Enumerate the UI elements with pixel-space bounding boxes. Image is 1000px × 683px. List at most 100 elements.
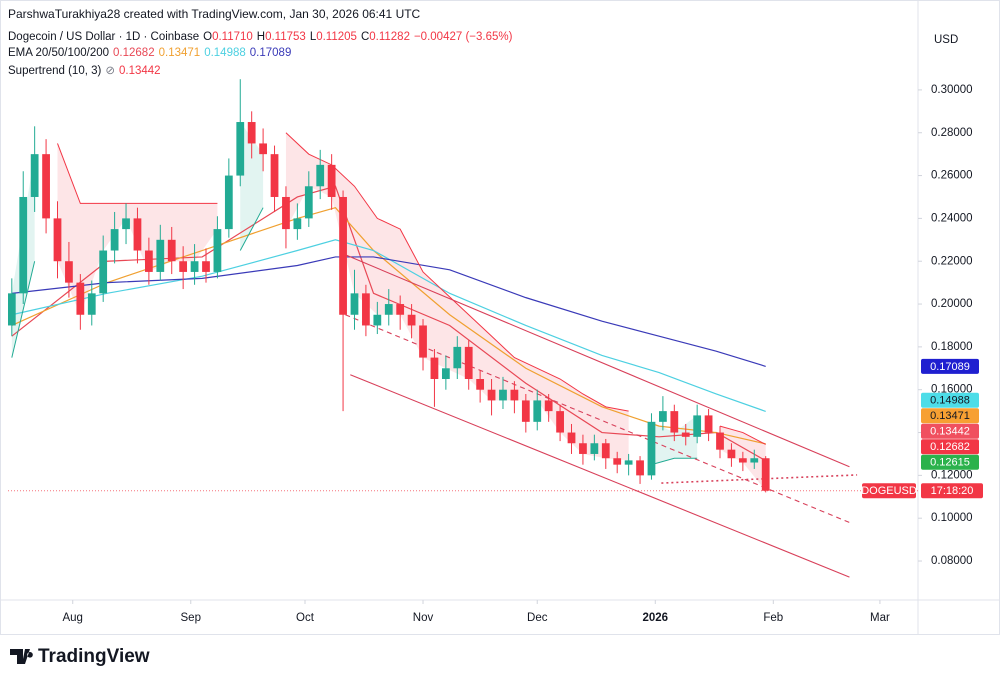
supertrend-line — [57, 132, 766, 445]
ohlc-key: O — [203, 31, 213, 43]
x-tick-label: Dec — [527, 612, 548, 624]
candle-body — [430, 357, 439, 380]
candle-body — [156, 239, 165, 272]
candle-body — [339, 196, 347, 315]
candle-body — [373, 314, 382, 326]
symbol: Dogecoin / US Dollar · 1D · Coinbase — [8, 31, 200, 43]
price-tag — [921, 483, 983, 499]
price-tag-label: 0.13442 — [930, 426, 970, 438]
supertrend-legend: Supertrend (10, 3) ⊘ 0.13442 — [8, 63, 165, 77]
y-tick-label: 0.26000 — [931, 170, 973, 182]
candle-body — [716, 432, 724, 450]
candle-body — [270, 154, 279, 197]
ohlc-key: L — [309, 31, 317, 43]
credit: ParshwaTurakhiya28 created with TradingV… — [8, 7, 421, 21]
candle-body — [99, 250, 108, 294]
candle-body — [259, 143, 267, 155]
candle-body — [8, 293, 16, 326]
supertrend-line — [11, 207, 698, 466]
candle-body — [293, 218, 302, 230]
price-tag — [921, 358, 979, 374]
candle-body — [167, 239, 176, 262]
axes: 0.080000.100000.120000.140000.160000.180… — [62, 84, 983, 624]
candle-body — [704, 415, 713, 433]
candle-body — [87, 293, 96, 315]
candle-body — [601, 443, 610, 459]
ohlc-value: 0.11753 — [265, 31, 306, 43]
price-tag-label: 0.12682 — [930, 441, 970, 453]
candle-body — [590, 443, 599, 454]
trend-line — [345, 254, 850, 468]
candle-body — [476, 379, 485, 390]
price-tag — [921, 454, 979, 470]
candle-body — [202, 261, 210, 272]
ema-value: 0.12682 — [113, 47, 155, 59]
ohlc-value: 0.11710 — [212, 31, 253, 43]
candle-body — [30, 154, 39, 197]
x-tick-label: Sep — [181, 612, 201, 624]
symbol-tag-label: DOGEUSD — [861, 485, 917, 497]
x-tick-label: Mar — [870, 612, 890, 624]
x-tick-label: 2026 — [642, 612, 668, 624]
x-tick-label: Oct — [296, 612, 315, 624]
candle-body — [647, 421, 656, 476]
candle-body — [213, 229, 222, 272]
candle-body — [53, 218, 62, 262]
ema-label: EMA 20/50/100/200 — [8, 47, 110, 59]
candle-body — [362, 293, 370, 326]
candle-body — [761, 458, 770, 491]
candle-body — [727, 449, 736, 459]
candle-body — [144, 250, 153, 272]
candle-body — [624, 460, 633, 465]
candle-body — [544, 400, 553, 412]
price-tag-label: 0.14988 — [930, 395, 970, 407]
y-tick-label: 0.24000 — [931, 212, 973, 224]
candle-body — [42, 154, 50, 219]
ema-legend: EMA 20/50/100/200 0.12682 0.13471 0.14988 0.… — [8, 47, 295, 59]
price-tag — [921, 408, 979, 424]
candle-body — [76, 282, 85, 315]
price-tag — [921, 392, 979, 408]
logo-icon — [10, 649, 33, 664]
candle-body — [567, 432, 576, 444]
ema-value: 0.14988 — [204, 47, 246, 59]
plot — [8, 79, 918, 578]
trend-fill — [285, 132, 629, 461]
candle-body — [236, 122, 245, 176]
supertrend-label: Supertrend (10, 3) — [8, 65, 102, 77]
price-tag-label: 0.12615 — [930, 457, 970, 469]
candle-body — [510, 389, 519, 401]
candle-body — [304, 186, 313, 219]
candle-body — [190, 261, 199, 272]
logo-text: TradingView — [38, 646, 150, 667]
candle-body — [521, 400, 530, 422]
candle-body — [133, 218, 142, 251]
price-tag-label: 0.17089 — [930, 361, 970, 373]
candle-body — [464, 346, 473, 380]
trend-fill — [240, 122, 264, 251]
candle-body — [419, 325, 427, 358]
ema-line — [11, 256, 766, 367]
candle-body — [659, 411, 667, 422]
y-tick-label: 0.28000 — [931, 127, 973, 139]
candle-body — [738, 458, 747, 463]
candle-body — [556, 411, 564, 433]
candle-body — [65, 261, 73, 283]
countdown: 17:18:20 — [931, 485, 974, 497]
candle-body — [282, 196, 290, 230]
price-tag — [921, 439, 979, 455]
candle-body — [224, 175, 233, 230]
y-tick-label: 0.30000 — [931, 84, 973, 96]
trend-line — [350, 374, 850, 578]
ema-value: 0.17089 — [249, 47, 292, 59]
candle-body — [636, 460, 644, 476]
x-tick-label: Aug — [62, 612, 82, 624]
candle-body — [384, 304, 393, 315]
symbol-legend: Dogecoin / US Dollar · 1D · Coinbase O0.1… — [8, 31, 516, 43]
supertrend-icon: ⊘ — [105, 65, 115, 77]
candle-body — [533, 400, 542, 422]
candle-body — [670, 411, 679, 433]
y-tick-label: 0.12000 — [931, 469, 973, 481]
